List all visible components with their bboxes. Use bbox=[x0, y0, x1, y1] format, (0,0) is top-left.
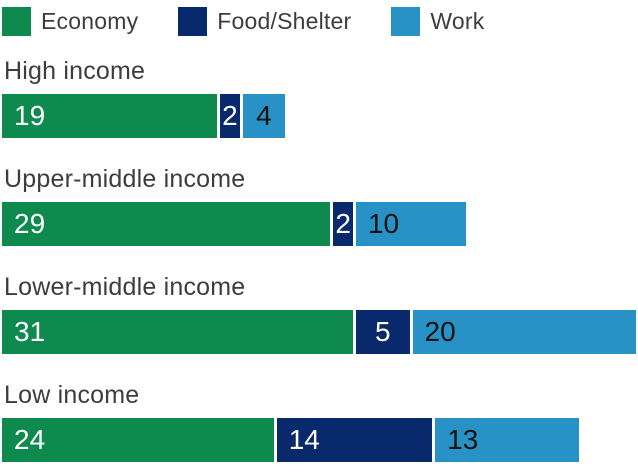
bar-segment-food-shelter: 5 bbox=[352, 310, 410, 364]
bar-segment-work: 10 bbox=[352, 202, 467, 256]
legend-item-economy: Economy bbox=[2, 6, 139, 36]
bar-segment-work: 20 bbox=[409, 310, 636, 364]
bar-row-low-income: Low income 24 14 13 bbox=[2, 381, 638, 472]
bar-segment-economy: 29 bbox=[2, 202, 331, 246]
legend: Economy Food/Shelter Work bbox=[2, 6, 638, 36]
segment-value-label: 2 bbox=[222, 100, 238, 131]
bar-segment-work: 13 bbox=[432, 418, 580, 472]
chart-rows: High income 19 2 4 Upper-middle income 29 2 10 L… bbox=[2, 57, 638, 472]
segment-value-label: 4 bbox=[256, 100, 272, 131]
segment-value-label: 2 bbox=[335, 208, 351, 239]
bar-segment-economy: 24 bbox=[2, 418, 274, 462]
segment-value-label: 19 bbox=[14, 100, 46, 131]
segment-value-label: 20 bbox=[424, 316, 456, 347]
bar-segment-food-shelter: 14 bbox=[273, 418, 433, 472]
bar-segment-economy: 19 bbox=[2, 94, 218, 138]
legend-item-food-shelter: Food/Shelter bbox=[178, 6, 352, 36]
segment-value-label: 13 bbox=[447, 424, 479, 455]
segment-value-label: 14 bbox=[288, 424, 320, 455]
stacked-bar-chart: Economy Food/Shelter Work High income 19 2… bbox=[0, 6, 638, 472]
stacked-bar: 31 5 20 bbox=[2, 310, 636, 364]
segment-value-label: 5 bbox=[374, 316, 391, 347]
segment-value-label: 29 bbox=[14, 208, 46, 239]
stacked-bar: 24 14 13 bbox=[2, 418, 636, 472]
work-swatch-icon bbox=[391, 6, 421, 36]
bar-segment-work: 4 bbox=[239, 94, 286, 148]
category-label: Low income bbox=[4, 381, 140, 409]
category-label: Upper-middle income bbox=[4, 165, 246, 193]
legend-label-food-shelter: Food/Shelter bbox=[217, 7, 352, 34]
category-label: High income bbox=[4, 57, 146, 85]
bar-row-lower-middle-income: Lower-middle income 31 5 20 bbox=[2, 273, 638, 364]
legend-label-work: Work bbox=[430, 7, 485, 34]
bar-segment-economy: 31 bbox=[2, 310, 353, 354]
bar-row-upper-middle-income: Upper-middle income 29 2 10 bbox=[2, 165, 638, 256]
economy-swatch-icon bbox=[2, 6, 31, 36]
stacked-bar: 19 2 4 bbox=[2, 94, 636, 148]
bar-row-high-income: High income 19 2 4 bbox=[2, 57, 638, 148]
food-shelter-swatch-icon bbox=[178, 6, 208, 36]
bar-segment-food-shelter: 2 bbox=[217, 94, 240, 148]
legend-item-work: Work bbox=[391, 6, 485, 36]
bar-segment-food-shelter: 2 bbox=[330, 202, 353, 256]
segment-value-label: 24 bbox=[14, 424, 46, 455]
stacked-bar: 29 2 10 bbox=[2, 202, 636, 256]
segment-value-label: 10 bbox=[367, 208, 400, 239]
category-label: Lower-middle income bbox=[4, 273, 246, 301]
legend-label-economy: Economy bbox=[41, 7, 139, 34]
segment-value-label: 31 bbox=[14, 316, 46, 347]
